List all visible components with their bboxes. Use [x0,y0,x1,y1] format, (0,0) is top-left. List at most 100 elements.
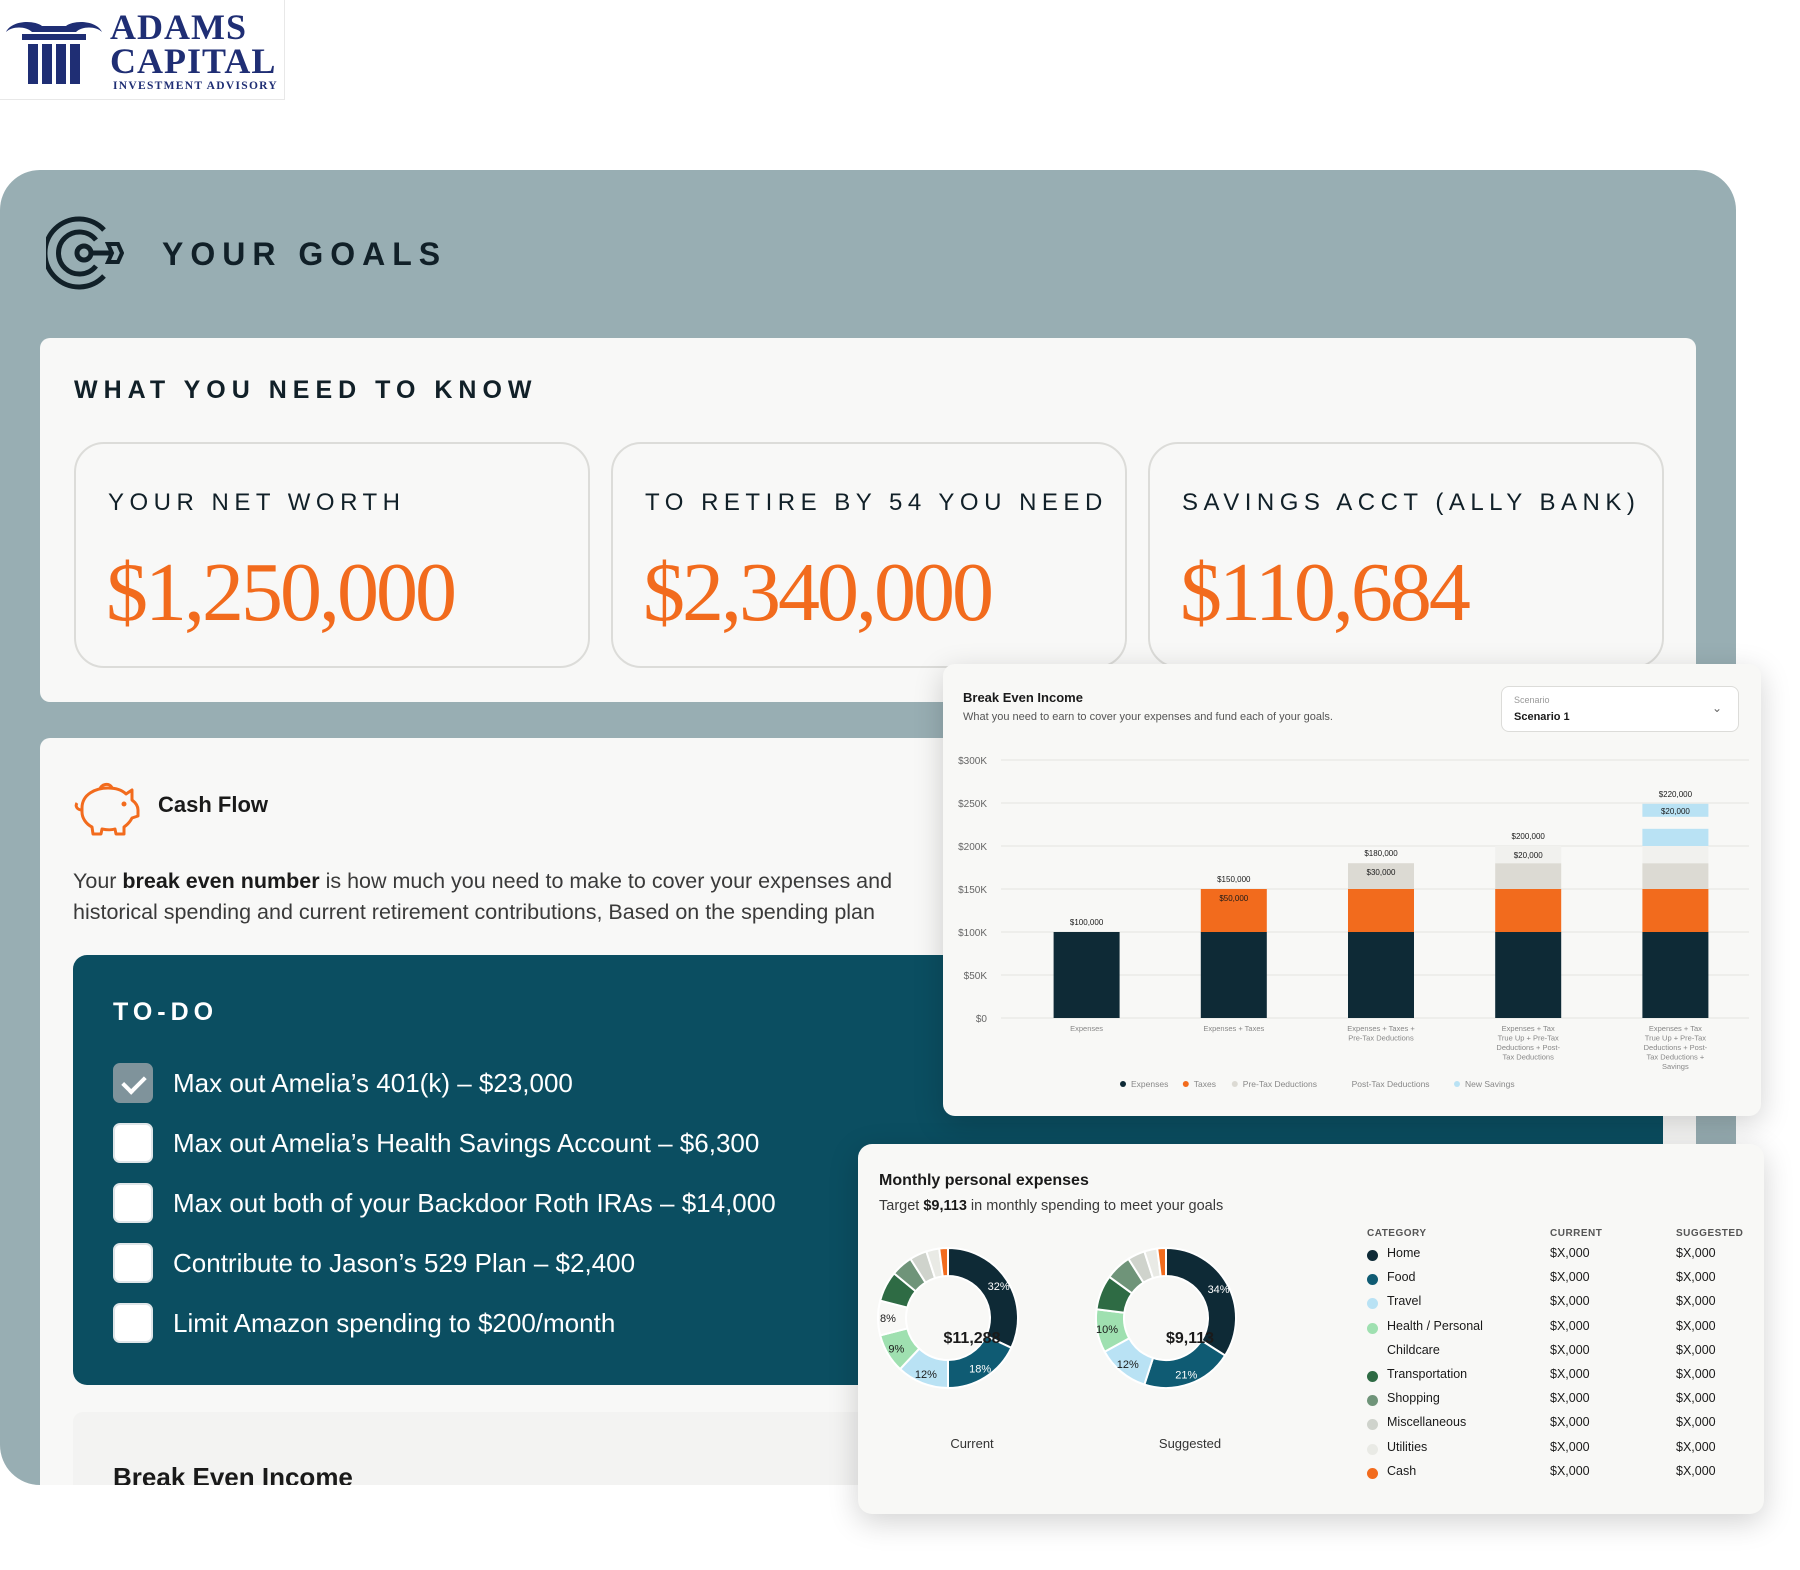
bar-segment-pre-tax-deductions [1348,863,1414,889]
suggested-header: SUGGESTED [1676,1228,1744,1239]
current-donut-center: $11,288 [943,1330,1001,1347]
current-amount: $X,000 [1550,1246,1590,1260]
x-category-label: Deductions + Post- [1496,1043,1560,1052]
checkbox[interactable] [113,1123,153,1163]
x-category-label: Deductions + Post- [1644,1043,1708,1052]
x-category-label: True Up + Pre-Tax [1498,1034,1559,1043]
legend-label: Expenses [1131,1079,1168,1089]
y-tick-label: $150K [958,885,987,896]
current-amount: $X,000 [1550,1294,1590,1309]
suggested-amount: $X,000 [1676,1463,1716,1478]
expense-row: Travel $X,000 $X,000 [1367,1292,1747,1316]
adams-capital-logo[interactable]: ADAMS CAPITAL INVESTMENT ADVISORY [0,0,285,100]
donut-percent-label: 34% [1208,1284,1230,1296]
current-amount: $X,000 [1550,1318,1590,1333]
bar-segment-taxes [1495,889,1562,932]
todo-text: Contribute to Jason’s 529 Plan – $2,400 [173,1247,636,1278]
stat-value: $2,340,000 [643,546,994,639]
todo-item[interactable]: Limit Amazon spending to $200/month [113,1303,615,1343]
y-tick-label: $250K [958,799,987,810]
legend-marker [1454,1081,1460,1087]
x-category-label: Expenses + Tax [1502,1024,1555,1033]
chart-subtitle: What you need to earn to cover your expe… [963,711,1333,723]
y-tick-label: $200K [958,842,987,853]
current-amount: $X,000 [1550,1439,1590,1454]
category-name: Childcare [1387,1342,1440,1357]
x-category-label: Pre-Tax Deductions [1348,1034,1414,1043]
stat-label: YOUR NET WORTH [108,489,406,516]
category-color-dot [1367,1395,1378,1407]
category-name: Shopping [1387,1391,1440,1406]
legend-label: Post-Tax Deductions [1352,1079,1430,1089]
legend-marker [1120,1081,1126,1087]
suggested-amount: $X,000 [1676,1294,1716,1309]
bar-segment-expenses [1200,932,1267,1018]
desc-text: is how much you need to make to cover yo… [319,869,893,893]
suggested-amount: $X,000 [1676,1318,1716,1333]
current-amount: $X,000 [1550,1391,1590,1406]
break-even-section-card [73,1412,893,1485]
category-header: CATEGORY [1367,1228,1427,1239]
bar-segment-expenses [1053,932,1120,1018]
todo-item[interactable]: Max out Amelia’s 401(k) – $23,000 [113,1063,573,1103]
category-name: Home [1387,1246,1421,1260]
stat-label: TO RETIRE BY 54 YOU NEED [645,489,1108,516]
category-color-dot [1367,1298,1378,1310]
current-amount: $X,000 [1550,1463,1590,1478]
bar-segment-expenses [1495,932,1562,1018]
expense-donut-charts: 32% 18% 12% 9% 8% 34% 21% 12% 10% [877,1246,1237,1390]
logo-line-2: CAPITAL [110,41,277,81]
stat-value: $1,250,000 [106,546,457,639]
current-amount: $X,000 [1550,1270,1590,1285]
bar-segment-pre-tax-deductions [1642,863,1709,889]
donut-percent-label: 21% [1175,1369,1197,1381]
donut-percent-label: 9% [888,1344,904,1356]
donut-percent-label: 12% [1117,1359,1139,1371]
x-category-label: Expenses + Taxes [1203,1024,1264,1033]
checkbox[interactable] [113,1243,153,1283]
target-goal-icon [46,216,124,290]
bar-segment-taxes [1642,889,1709,932]
x-category-label: True Up + Pre-Tax [1645,1034,1706,1043]
checkbox-checked[interactable] [113,1063,153,1103]
todo-title: TO-DO [113,998,219,1026]
todo-item[interactable]: Contribute to Jason’s 529 Plan – $2,400 [113,1243,635,1283]
bar-total-label: $180,000 [1364,849,1398,858]
donut-slice-cash [938,1246,949,1278]
expense-row: Childcare $X,000 $X,000 [1367,1341,1747,1365]
category-color-dot [1367,1274,1378,1286]
retire-need-card: TO RETIRE BY 54 YOU NEED $2,340,000 [611,442,1127,668]
donut-slice-home [1165,1246,1237,1357]
checkbox[interactable] [113,1303,153,1343]
bar-segment-pre-tax-deductions [1495,863,1562,889]
todo-text: Max out Amelia’s 401(k) – $23,000 [173,1067,573,1098]
donut-percent-label: 32% [988,1281,1010,1293]
x-category-label: Expenses [1070,1024,1103,1033]
logo-tagline: INVESTMENT ADVISORY [113,80,278,92]
expenses-subtitle: Target $9,113 in monthly spending to mee… [879,1198,1223,1214]
suggested-donut-center: $9,113 [1165,1330,1215,1347]
suggested-amount: $X,000 [1676,1270,1716,1285]
current-amount: $X,000 [1550,1342,1590,1357]
legend-marker [1182,1081,1189,1087]
piggy-bank-icon [74,782,140,836]
desc-text: Your [73,869,123,893]
todo-item[interactable]: Max out both of your Backdoor Roth IRAs … [113,1183,776,1223]
scenario-value: Scenario 1 [1514,711,1570,723]
scenario-select[interactable]: Scenario Scenario 1 ⌄ [1501,686,1739,732]
suggested-amount: $X,000 [1676,1342,1716,1357]
expense-row: Shopping $X,000 $X,000 [1367,1389,1747,1413]
todo-item[interactable]: Max out Amelia’s Health Savings Account … [113,1123,759,1163]
savings-account-card: SAVINGS ACCT (ALLY BANK) $110,684 [1148,442,1664,668]
y-tick-label: $50K [964,971,988,982]
category-color-dot [1367,1346,1378,1358]
segment-value-label: $50,000 [1219,894,1248,903]
checkbox[interactable] [113,1183,153,1223]
break-even-chart-card: $0 $50K $100K $150K $200K $250K $300K $100,000 E… [943,664,1761,1116]
bar-total-label: $200,000 [1512,832,1546,841]
desc-bold-text: break even number [122,869,320,893]
expenses-title: Monthly personal expenses [879,1172,1089,1189]
legend-marker [1231,1081,1238,1087]
suggested-amount: $X,000 [1676,1367,1716,1381]
todo-text: Limit Amazon spending to $200/month [173,1307,616,1338]
